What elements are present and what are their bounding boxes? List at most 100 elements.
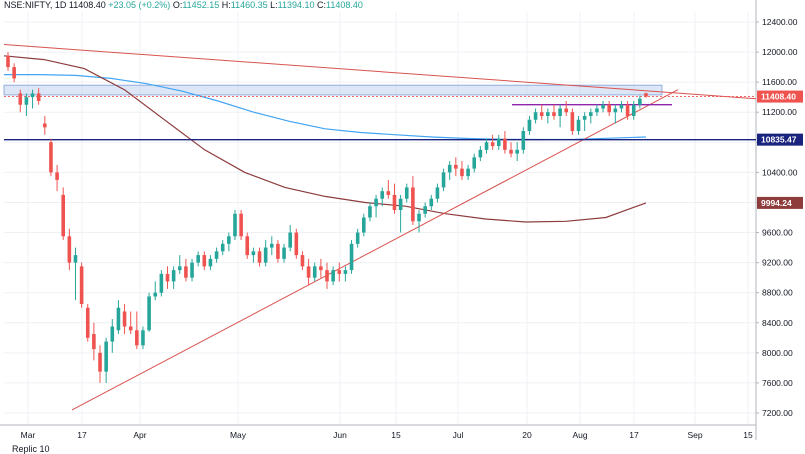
candle — [312, 262, 317, 282]
candle — [644, 92, 648, 98]
candle-body — [552, 112, 556, 116]
candle-body — [220, 243, 225, 252]
price-tag-box — [757, 196, 803, 209]
candle — [6, 52, 10, 71]
candle-body — [466, 168, 470, 177]
candle — [116, 300, 121, 335]
candle — [355, 228, 360, 248]
candle — [55, 164, 59, 192]
candle — [263, 240, 268, 267]
candle — [208, 255, 213, 271]
candle-body — [484, 142, 489, 150]
candle-body — [245, 236, 250, 256]
candle-body — [325, 270, 329, 282]
candle — [588, 108, 593, 124]
candle-body — [263, 247, 268, 263]
price-tick-label: 9200.00 — [762, 258, 793, 268]
candle-body — [177, 266, 182, 271]
candle — [49, 138, 53, 177]
price-tags: 11408.40 10835.47 9994.24 — [757, 90, 803, 209]
candle — [79, 262, 84, 308]
time-tick-label: Jun — [333, 430, 347, 440]
time-tick-label: 17 — [629, 430, 639, 440]
candle — [343, 266, 348, 282]
candle — [159, 270, 164, 297]
candle-body — [380, 191, 385, 199]
candle-body — [61, 194, 66, 237]
close-label: C: — [317, 0, 327, 10]
candle — [546, 108, 550, 124]
candle-body — [55, 172, 59, 180]
candle — [190, 258, 194, 282]
close-value: 11408.40 — [326, 0, 363, 10]
ascending-trendline — [71, 89, 679, 411]
candle-body — [276, 243, 280, 259]
candle-body — [153, 292, 158, 297]
candle-body — [374, 198, 378, 207]
candle-body — [601, 104, 605, 109]
footer-text: Replic 10 — [12, 444, 50, 454]
candle-body — [73, 255, 78, 263]
candle — [441, 168, 446, 192]
candle — [607, 100, 611, 116]
candle-body — [582, 115, 587, 120]
price-tick-label: 7200.00 — [762, 408, 793, 418]
candle-body — [135, 330, 139, 346]
candle — [98, 345, 102, 383]
candle — [177, 255, 182, 274]
candle-body — [343, 270, 348, 274]
candle — [417, 209, 421, 233]
candle-body — [282, 247, 286, 259]
candle — [435, 183, 440, 203]
candle — [638, 95, 642, 109]
chart-grid — [0, 0, 757, 440]
candle-body — [208, 258, 213, 267]
candle-body — [104, 341, 108, 372]
candle-body — [638, 98, 642, 105]
low-value: 11394.10 — [277, 0, 315, 10]
candle-body — [312, 266, 317, 278]
candle — [257, 247, 262, 267]
candle-body — [398, 198, 403, 210]
candles — [6, 52, 648, 383]
candle-body — [509, 149, 513, 154]
candle-body — [404, 187, 409, 199]
time-tick-label: 20 — [522, 430, 532, 440]
candle-body — [319, 266, 323, 271]
candle — [214, 247, 219, 263]
candle — [12, 63, 16, 83]
price-tag-label: 9994.24 — [761, 198, 792, 208]
symbol-label: NSE:NIFTY, 1D — [4, 0, 67, 10]
candle-body — [141, 330, 145, 346]
candle — [349, 240, 354, 274]
candle — [521, 127, 526, 154]
candle — [251, 247, 256, 263]
candle-body — [386, 191, 391, 195]
candle — [552, 104, 556, 120]
candle — [576, 115, 581, 135]
candle-body — [478, 149, 483, 158]
time-tick-label: Sep — [687, 430, 702, 440]
candle — [423, 202, 427, 218]
chart-header: NSE:NIFTY, 1D 11408.40 +23.05 (+0.2%) O:… — [4, 0, 363, 11]
candle — [625, 100, 630, 120]
candle-body — [43, 123, 47, 128]
candle-body — [331, 270, 335, 282]
candle — [582, 112, 587, 132]
candle-body — [306, 266, 311, 278]
candle-body — [239, 213, 243, 237]
candle-body — [18, 93, 23, 105]
candle-body — [24, 97, 29, 105]
candle — [135, 311, 139, 350]
trend-lines — [3, 44, 757, 411]
candle — [503, 131, 507, 154]
candle-body — [576, 119, 581, 132]
candle — [411, 176, 415, 226]
candle-body — [533, 112, 538, 120]
candle-body — [196, 255, 200, 263]
candle-body — [472, 157, 477, 169]
candle — [368, 202, 372, 222]
candle-body — [147, 296, 151, 331]
candle-body — [503, 138, 507, 150]
